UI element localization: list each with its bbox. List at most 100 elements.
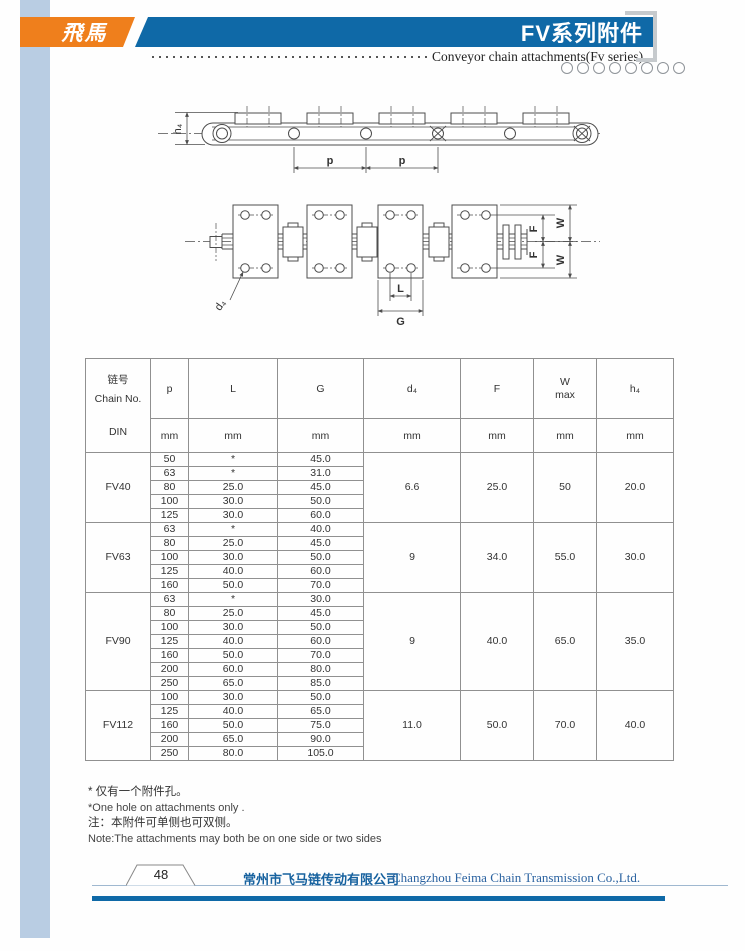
L-cell: 25.0 [188,606,278,621]
p-cell: 200 [150,732,189,747]
L-cell: 25.0 [188,480,278,495]
unit-cell: mm [188,418,278,453]
L-cell: 60.0 [188,662,278,677]
p-cell: 250 [150,746,189,761]
G-cell: 75.0 [277,718,364,733]
p-cell: 80 [150,480,189,495]
G-cell: 105.0 [277,746,364,761]
d4-cell: 6.6 [363,452,461,523]
dim-label-h4: h₄ [172,123,184,134]
page-subtitle: Conveyor chain attachments(Fv series) [432,49,644,64]
dim-label-W-bottom: W [555,254,567,265]
G-cell: 50.0 [277,550,364,565]
brand-logo: 飛馬 [61,20,108,45]
dotted-divider [152,56,430,58]
unit-cell: mm [596,418,674,453]
L-cell: 30.0 [188,494,278,509]
L-cell: 50.0 [188,578,278,593]
G-cell: 65.0 [277,704,364,719]
table-row: 160 50.0 70.0 [86,578,674,593]
h4-cell: 30.0 [596,522,674,593]
circle-icon [561,62,573,74]
G-cell: 85.0 [277,676,364,691]
table-row: FV40 50 * 45.0 6.6 25.0 50 20.0 [85,452,674,523]
col-header-h4: h₄ [596,358,674,419]
L-cell: 30.0 [188,550,278,565]
p-cell: 125 [150,564,189,579]
footnote-line: *One hole on attachments only . [88,801,245,814]
L-cell: 40.0 [188,634,278,649]
company-name-en: Changzhou Feima Chain Transmission Co.,L… [392,870,641,885]
d4-cell: 9 [363,522,461,593]
dim-label-G: G [396,316,405,328]
unit-cell: mm [150,418,189,453]
footnote-line: Note:The attachments may both be on one … [88,832,382,845]
spec-table: 链号 Chain No. DIN p L G d₄ F W max h₄ mm … [85,358,674,761]
G-cell: 30.0 [277,592,364,607]
circle-icon [577,62,589,74]
W-cell: 65.0 [533,592,597,691]
p-cell: 250 [150,676,189,691]
chain-top-view-drawing: F F W W L G d₄ [185,204,600,328]
L-cell: 40.0 [188,564,278,579]
G-cell: 60.0 [277,564,364,579]
G-cell: 80.0 [277,662,364,677]
p-cell: 160 [150,718,189,733]
table-body: FV40 50 * 45.0 6.6 25.0 50 20.0 63 * 31.0 80 25.0 45.… [85,452,674,761]
p-cell: 160 [150,648,189,663]
G-cell: 60.0 [277,634,364,649]
L-cell: 30.0 [188,690,278,705]
dim-label-p2: p [399,155,406,167]
p-cell: 100 [150,494,189,509]
col-header-W-max: W max [533,358,597,419]
chain-side-view-drawing: h₄ p p [158,106,602,173]
G-cell: 45.0 [277,452,364,467]
table-row: FV63 63 * 40.0 9 34.0 55.0 30.0 [85,522,674,593]
dim-label-p1: p [327,155,334,167]
p-cell: 100 [150,550,189,565]
W-cell: 55.0 [533,522,597,593]
col-header-chain-no: 链号 Chain No. DIN [85,358,151,453]
col-header-G: G [277,358,364,419]
G-cell: 40.0 [277,522,364,537]
G-cell: 31.0 [277,466,364,481]
chain-no-cn: 链号 [107,373,129,386]
circle-icon [625,62,637,74]
L-cell: 40.0 [188,704,278,719]
corner-bracket-icon [625,11,657,62]
d4-cell: 11.0 [363,690,461,761]
col-header-F: F [460,358,534,419]
L-cell: 30.0 [188,620,278,635]
G-cell: 60.0 [277,508,364,523]
table-row: 200 60.0 80.0 [86,662,674,677]
circle-icon [641,62,653,74]
L-cell: 50.0 [188,718,278,733]
unit-cell: mm [533,418,597,453]
circle-icon [673,62,685,74]
table-row: 160 50.0 75.0 [86,718,674,733]
h4-cell: 20.0 [596,452,674,523]
footer-accent-bar [92,896,665,901]
w-sub-label: max [555,388,575,401]
F-cell: 40.0 [460,592,534,691]
F-cell: 50.0 [460,690,534,761]
col-header-p: p [150,358,189,419]
F-cell: 34.0 [460,522,534,593]
p-cell: 125 [150,704,189,719]
p-cell: 100 [150,690,189,705]
company-name-cn: 常州市飞马链传动有限公司 [243,872,400,887]
title-banner: FV系列附件 [135,17,655,47]
table-row: 80 25.0 45.0 [86,480,674,495]
dim-label-W-top: W [555,217,567,228]
p-cell: 80 [150,536,189,551]
chain-no-cell: FV90 [85,592,151,691]
dim-label-F-bottom: F [528,251,540,258]
W-cell: 50 [533,452,597,523]
page-title: FV系列附件 [520,21,643,46]
h4-cell: 35.0 [596,592,674,691]
unit-cell: mm [363,418,461,453]
p-cell: 80 [150,606,189,621]
unit-cell: mm [277,418,364,453]
G-cell: 90.0 [277,732,364,747]
